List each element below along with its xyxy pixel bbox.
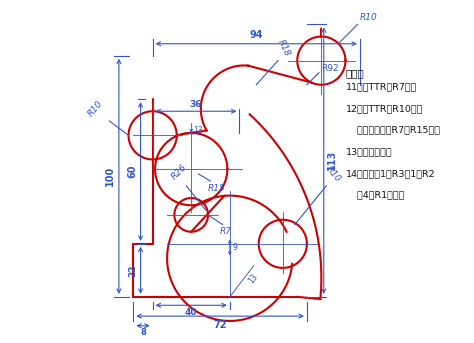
Text: 113: 113 bbox=[328, 149, 337, 169]
Text: 两切点分别为R7、R15的圆: 两切点分别为R7、R15的圆 bbox=[346, 126, 440, 135]
Text: 22: 22 bbox=[128, 264, 137, 276]
Text: R7: R7 bbox=[220, 227, 232, 236]
Text: R10: R10 bbox=[360, 13, 378, 22]
Text: R92: R92 bbox=[321, 64, 339, 73]
Text: 72: 72 bbox=[213, 320, 227, 330]
Text: R26: R26 bbox=[170, 162, 189, 181]
Text: 8: 8 bbox=[140, 328, 146, 337]
Text: 画法：: 画法： bbox=[346, 68, 364, 78]
Text: R18: R18 bbox=[275, 38, 291, 58]
Text: 12、以TTR画R10的圆: 12、以TTR画R10的圆 bbox=[346, 104, 423, 113]
Text: R10: R10 bbox=[324, 164, 342, 184]
Text: 100: 100 bbox=[105, 166, 115, 187]
Text: 13: 13 bbox=[193, 126, 203, 135]
Text: 11、以TTR画R7的圆: 11、以TTR画R7的圆 bbox=[346, 82, 417, 91]
Text: 和4个R1的圆角: 和4个R1的圆角 bbox=[346, 191, 405, 200]
Text: 36: 36 bbox=[190, 100, 202, 109]
Text: 94: 94 bbox=[249, 30, 263, 40]
Text: 14、最后作1个R3、1个R2: 14、最后作1个R3、1个R2 bbox=[346, 169, 435, 178]
Text: 9: 9 bbox=[232, 243, 237, 252]
Text: 13: 13 bbox=[246, 272, 260, 285]
Text: R15: R15 bbox=[208, 184, 226, 192]
Text: 40: 40 bbox=[185, 308, 198, 317]
Text: 13、再修剪图形: 13、再修剪图形 bbox=[346, 147, 392, 156]
Text: R10: R10 bbox=[86, 99, 104, 118]
Text: 60: 60 bbox=[127, 165, 137, 178]
